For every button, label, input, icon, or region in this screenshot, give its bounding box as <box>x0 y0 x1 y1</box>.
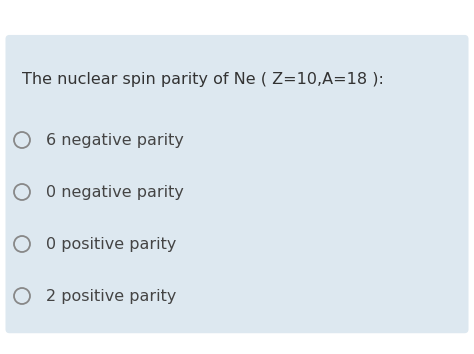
Text: The nuclear spin parity of Ne ( Z=10,A=18 ):: The nuclear spin parity of Ne ( Z=10,A=1… <box>22 72 384 87</box>
Text: 0 negative parity: 0 negative parity <box>46 184 184 200</box>
FancyBboxPatch shape <box>6 35 468 333</box>
Text: 2 positive parity: 2 positive parity <box>46 289 176 303</box>
Text: 6 negative parity: 6 negative parity <box>46 132 184 148</box>
Text: 0 positive parity: 0 positive parity <box>46 236 176 251</box>
